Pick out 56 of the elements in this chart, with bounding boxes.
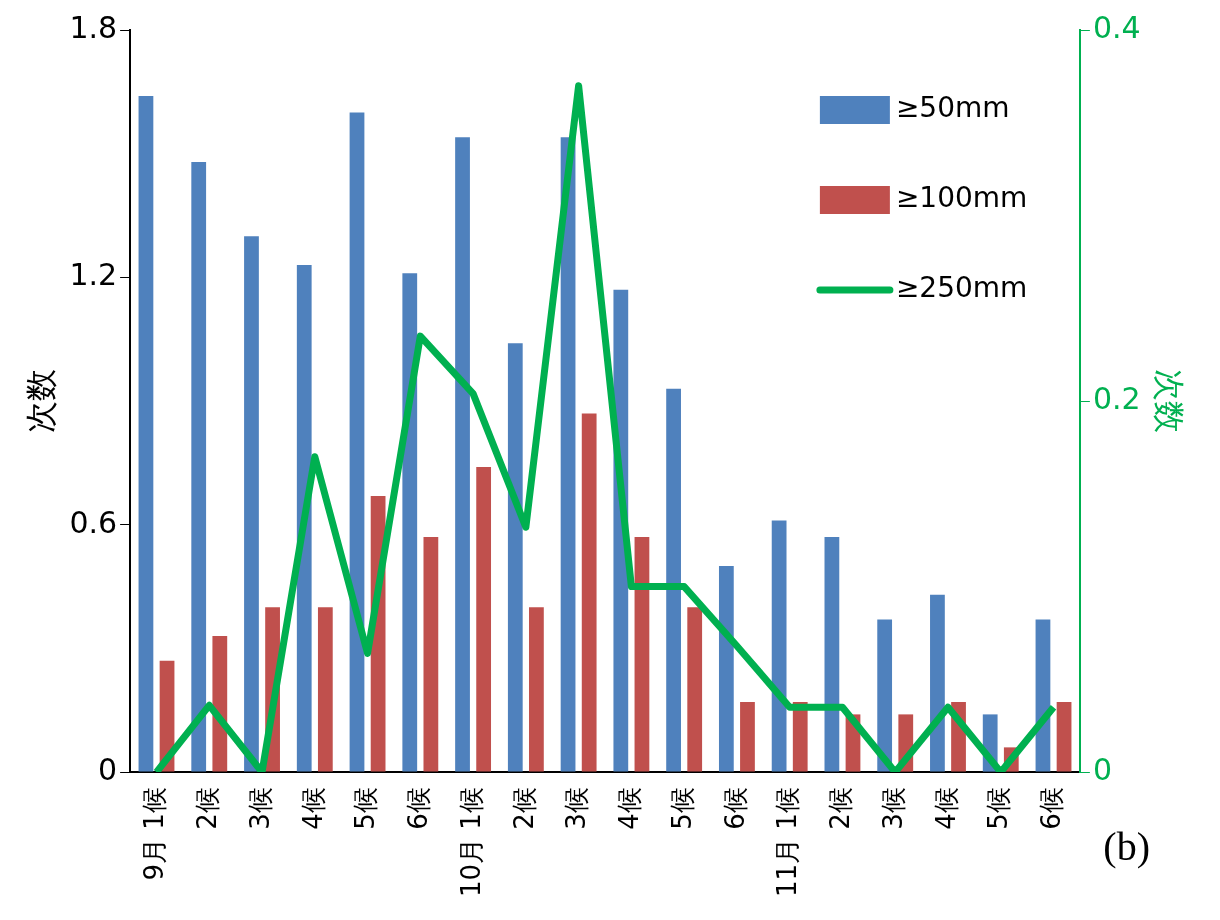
x-tick-label: 2候 xyxy=(825,787,856,830)
x-tick-label: 3候 xyxy=(877,787,908,830)
bar xyxy=(687,607,703,772)
x-tick-label: 2候 xyxy=(508,787,539,830)
bar xyxy=(634,537,650,772)
bar xyxy=(792,702,808,772)
bar xyxy=(740,702,755,772)
x-tick-label: 10月 1候 xyxy=(455,787,486,897)
x-tick-label: 5候 xyxy=(666,787,697,830)
bar xyxy=(402,273,418,772)
y-tick-label: 0.6 xyxy=(69,504,118,540)
x-tick-label: 11月 1候 xyxy=(772,787,803,897)
y-tick-label: 1.8 xyxy=(69,9,118,45)
bar xyxy=(1056,702,1072,772)
y-axis-title: 次数 xyxy=(21,369,60,434)
y2-tick-label: 0.2 xyxy=(1092,380,1141,416)
bar xyxy=(877,619,893,772)
bar xyxy=(191,161,207,772)
bar xyxy=(529,607,544,772)
bar xyxy=(581,413,597,772)
bar xyxy=(476,467,492,772)
y2-tick-label: 0.4 xyxy=(1092,9,1141,45)
x-tick-label: 4候 xyxy=(297,787,328,830)
legend-label: ≥100mm xyxy=(895,181,1028,215)
y-tick-label: 1.2 xyxy=(69,257,118,293)
legend-label: ≥50mm xyxy=(895,91,1010,125)
bar xyxy=(296,265,312,772)
bar xyxy=(666,388,681,772)
bar xyxy=(718,565,734,772)
x-tick-label: 2候 xyxy=(192,787,223,830)
bar xyxy=(455,137,470,772)
bar xyxy=(507,343,523,772)
x-tick-label: 6候 xyxy=(403,787,434,830)
x-tick-label: 4候 xyxy=(614,787,645,830)
bar xyxy=(349,112,365,772)
x-tick-label: 3候 xyxy=(561,787,592,830)
bar xyxy=(930,594,945,772)
bar xyxy=(423,537,439,772)
bar xyxy=(138,95,154,772)
bar xyxy=(771,520,787,772)
bar xyxy=(212,636,228,772)
text: (b) xyxy=(1103,823,1150,870)
y2-tick-label: 0 xyxy=(1092,751,1112,787)
x-tick-label: 3候 xyxy=(244,787,275,830)
x-tick-label: 9月 1候 xyxy=(139,787,170,881)
y-tick-label: 0 xyxy=(98,751,118,787)
x-tick-label: 6候 xyxy=(1036,787,1067,830)
x-tick-label: 4候 xyxy=(930,787,961,830)
bar xyxy=(317,607,333,772)
y2-axis-title: 次数 xyxy=(1150,369,1189,434)
bar xyxy=(244,236,259,772)
x-tick-label: 6候 xyxy=(719,787,750,830)
x-tick-label: 5候 xyxy=(350,787,381,830)
legend-label: ≥250mm xyxy=(895,271,1028,305)
x-tick-label: 5候 xyxy=(983,787,1014,830)
bar xyxy=(824,537,840,772)
